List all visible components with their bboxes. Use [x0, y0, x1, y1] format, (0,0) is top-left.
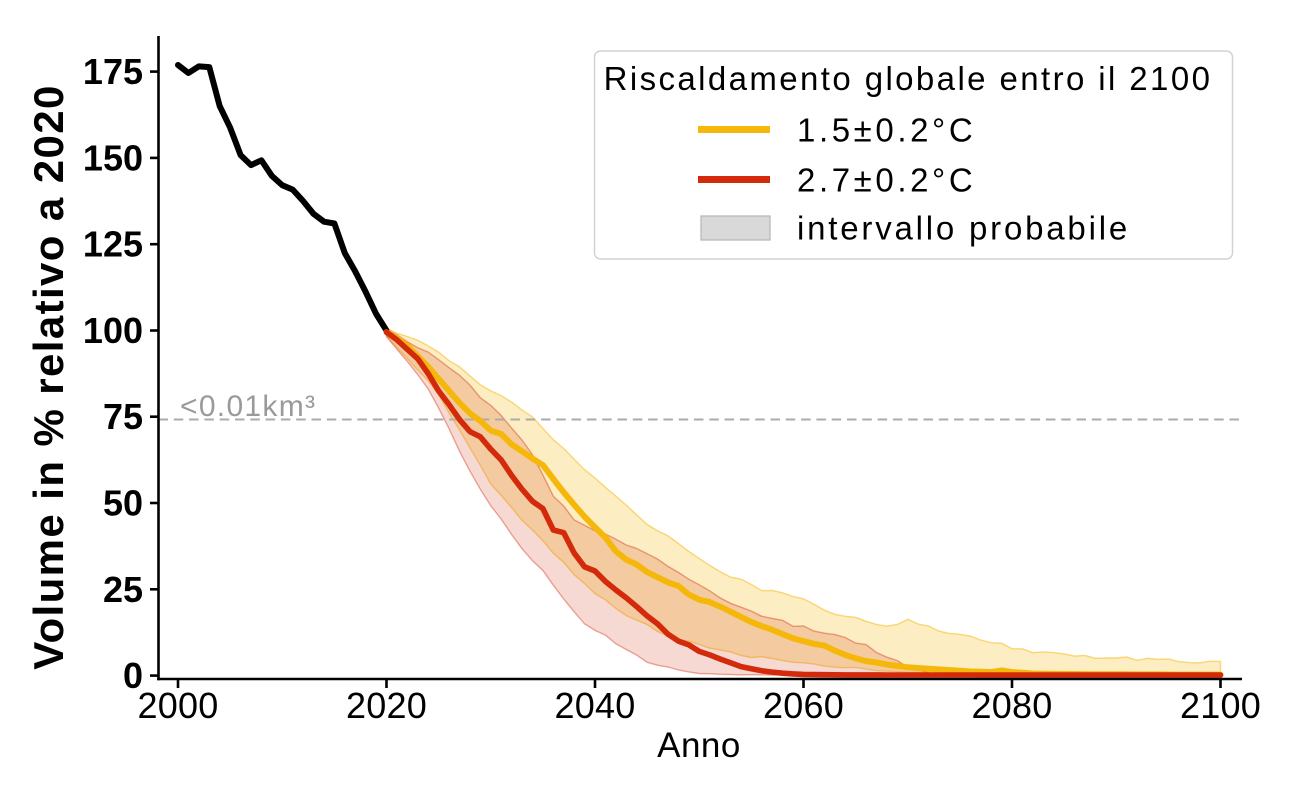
svg-text:2100: 2100	[1180, 685, 1261, 726]
svg-text:1.5±0.2°C: 1.5±0.2°C	[797, 112, 976, 149]
svg-text:intervallo probabile: intervallo probabile	[797, 210, 1130, 247]
svg-text:2080: 2080	[972, 685, 1053, 726]
svg-text:Anno: Anno	[657, 726, 741, 765]
svg-text:100: 100	[83, 310, 143, 351]
svg-text:Riscaldamento globale entro il: Riscaldamento globale entro il 2100	[604, 60, 1213, 97]
svg-text:Volume in % relativo a 2020: Volume in % relativo a 2020	[25, 84, 72, 670]
svg-text:2040: 2040	[555, 685, 636, 726]
svg-text:2060: 2060	[763, 685, 844, 726]
svg-text:150: 150	[83, 137, 143, 178]
svg-text:175: 175	[83, 51, 143, 92]
svg-text:125: 125	[83, 224, 143, 265]
svg-text:<0.01km³: <0.01km³	[180, 390, 316, 423]
svg-text:25: 25	[103, 569, 143, 610]
svg-text:75: 75	[103, 396, 143, 437]
svg-text:50: 50	[103, 483, 143, 524]
svg-text:2020: 2020	[346, 685, 427, 726]
svg-text:2.7±0.2°C: 2.7±0.2°C	[797, 162, 976, 199]
svg-text:2000: 2000	[138, 685, 219, 726]
svg-text:0: 0	[123, 655, 143, 696]
